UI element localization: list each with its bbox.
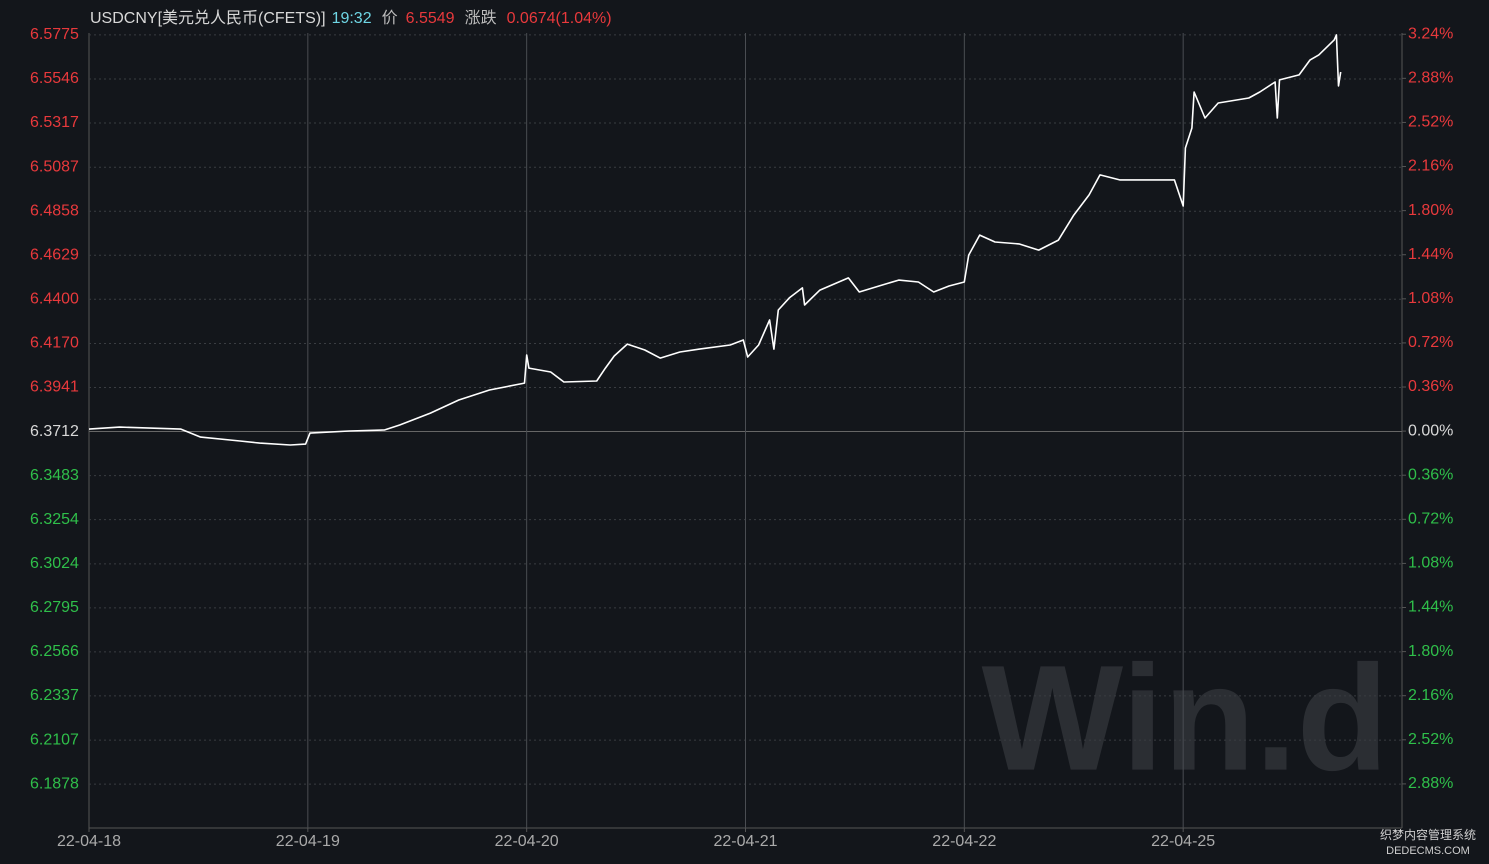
- y2-tick-label: 1.08%: [1408, 555, 1453, 572]
- watermark: Win.d: [982, 634, 1389, 802]
- header: USDCNY[美元兑人民币(CFETS)] 19:32 价 6.5549 涨跌 0.067…: [90, 9, 612, 27]
- corner-watermark: DEDECMS.COM: [1386, 845, 1470, 857]
- y2-tick-label: 2.16%: [1408, 687, 1453, 704]
- y2-tick-label: 1.44%: [1408, 246, 1453, 263]
- x-tick-label: 22-04-25: [1151, 833, 1215, 850]
- y2-tick-label: 2.88%: [1408, 70, 1453, 87]
- y-tick-label: 6.3712: [30, 423, 79, 440]
- y-tick-label: 6.5546: [30, 70, 79, 87]
- y2-tick-label: 0.72%: [1408, 334, 1453, 351]
- y2-tick-label: 2.16%: [1408, 158, 1453, 175]
- change: 0.0674(1.04%): [507, 10, 612, 27]
- y2-tick-label: 3.24%: [1408, 25, 1453, 42]
- x-tick-label: 22-04-19: [276, 833, 340, 850]
- price-line: [88, 34, 1342, 446]
- y2-tick-label: 1.80%: [1408, 643, 1453, 660]
- y-tick-label: 6.4170: [30, 335, 79, 352]
- y2-tick-label: 1.80%: [1408, 202, 1453, 219]
- y-tick-label: 6.2337: [30, 687, 79, 704]
- price: 6.5549: [406, 10, 455, 27]
- y-tick-label: 6.3254: [30, 511, 79, 528]
- y-tick-label: 6.2107: [30, 731, 79, 748]
- x-tick-label: 22-04-21: [713, 833, 777, 850]
- y-tick-label: 6.2795: [30, 599, 79, 616]
- y2-tick-label: 0.36%: [1408, 466, 1453, 483]
- x-tick-label: 22-04-20: [495, 833, 559, 850]
- y-tick-label: 6.5775: [30, 26, 79, 43]
- y2-tick-label: 1.44%: [1408, 599, 1453, 616]
- symbol: USDCNY[美元兑人民币(CFETS)]: [90, 9, 326, 27]
- x-tick-label: 22-04-22: [932, 833, 996, 850]
- y-tick-label: 6.5087: [30, 158, 79, 175]
- y2-tick-label: 1.08%: [1408, 290, 1453, 307]
- y-tick-label: 6.3941: [30, 379, 79, 396]
- y-tick-label: 6.3024: [30, 555, 79, 572]
- y2-tick-label: 2.52%: [1408, 114, 1453, 131]
- y-tick-label: 6.2566: [30, 643, 79, 660]
- y-tick-label: 6.1878: [30, 775, 79, 792]
- y2-tick-label: 0.72%: [1408, 511, 1453, 528]
- y-tick-label: 6.4629: [30, 246, 79, 263]
- x-tick-label: 22-04-18: [57, 833, 121, 850]
- y2-tick-label: 0.36%: [1408, 378, 1453, 395]
- y-tick-label: 6.5317: [30, 114, 79, 131]
- y-tick-label: 6.4858: [30, 202, 79, 219]
- corner-watermark: 织梦内容管理系统: [1380, 827, 1476, 842]
- y2-tick-label: 2.52%: [1408, 731, 1453, 748]
- price-label: 价: [382, 10, 398, 27]
- y-tick-label: 6.4400: [30, 291, 79, 308]
- time: 19:32: [332, 10, 372, 27]
- y2-tick-label: 0.00%: [1408, 422, 1453, 439]
- y-tick-label: 6.3483: [30, 467, 79, 484]
- change-label: 涨跌: [465, 9, 497, 27]
- y2-tick-label: 2.88%: [1408, 775, 1453, 792]
